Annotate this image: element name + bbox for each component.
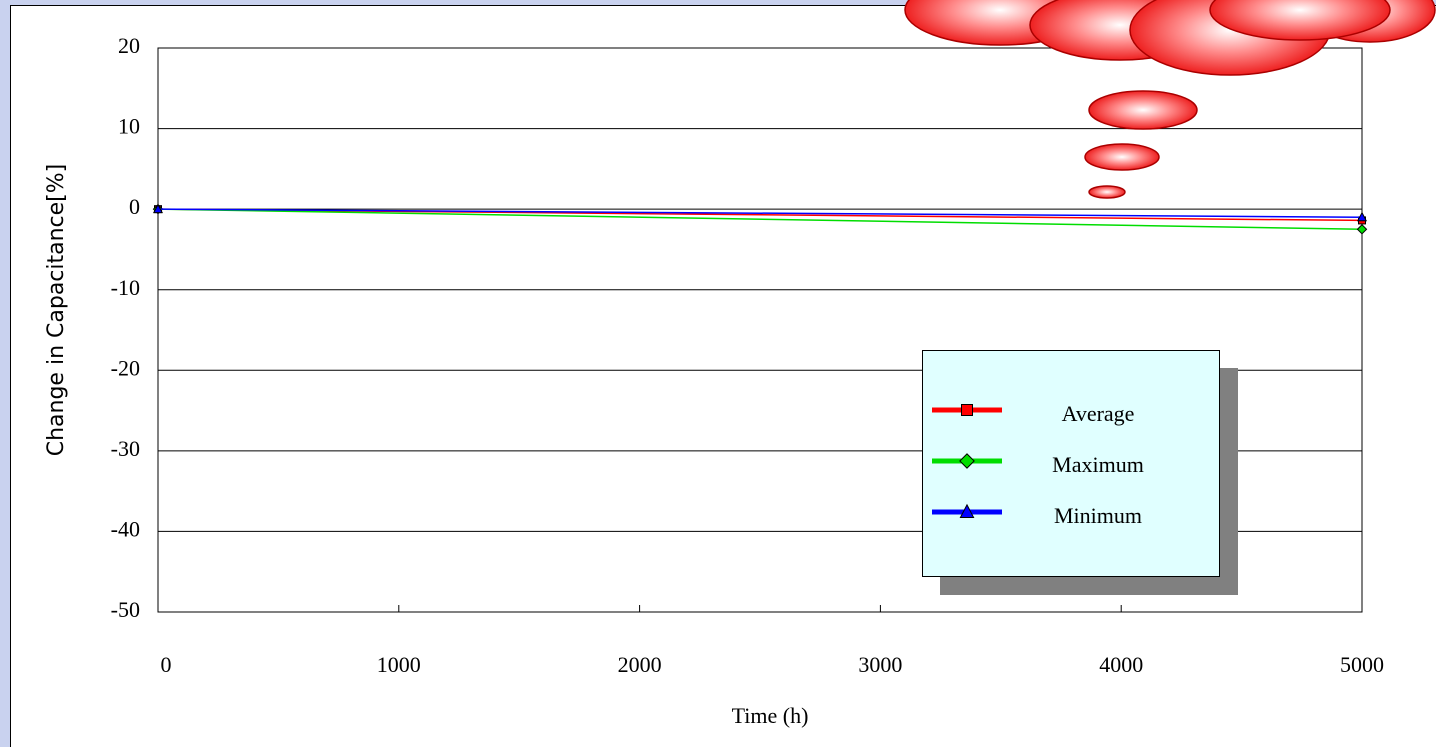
legend-label: Average: [1062, 401, 1135, 426]
x-tick-label: 1000: [377, 652, 421, 677]
x-tick-label: 4000: [1099, 652, 1143, 677]
series-line: [157, 208, 1363, 218]
x-tick-label: 2000: [618, 652, 662, 677]
y-axis-label: Change in Capacitance[%]: [44, 164, 69, 457]
marker: [1356, 224, 1368, 235]
y-tick-label: -20: [111, 355, 140, 380]
x-tick-label: 0: [161, 652, 172, 677]
marker: [959, 503, 975, 518]
plot-frame: [157, 47, 1363, 613]
thought-cloud: [904, 0, 1436, 199]
marker: [959, 453, 975, 469]
y-tick-label: 10: [118, 114, 140, 139]
series-line: [157, 208, 1363, 231]
marker: [1356, 211, 1368, 222]
x-axis-label: Time (h): [732, 703, 809, 728]
marker: [152, 203, 164, 214]
y-tick-label: -10: [111, 275, 140, 300]
x-tick-label: 3000: [858, 652, 902, 677]
y-tick-label: -40: [111, 516, 140, 541]
y-tick-label: 0: [129, 194, 140, 219]
x-tick-label: 5000: [1340, 652, 1384, 677]
legend-label: Minimum: [1054, 503, 1142, 528]
marker: [961, 404, 973, 416]
y-tick-label: 20: [118, 33, 140, 58]
y-tick-label: -30: [111, 436, 140, 461]
y-tick-label: -50: [111, 597, 140, 622]
legend: Average Maximum Minimum: [922, 350, 1238, 595]
legend-label: Maximum: [1052, 452, 1144, 477]
